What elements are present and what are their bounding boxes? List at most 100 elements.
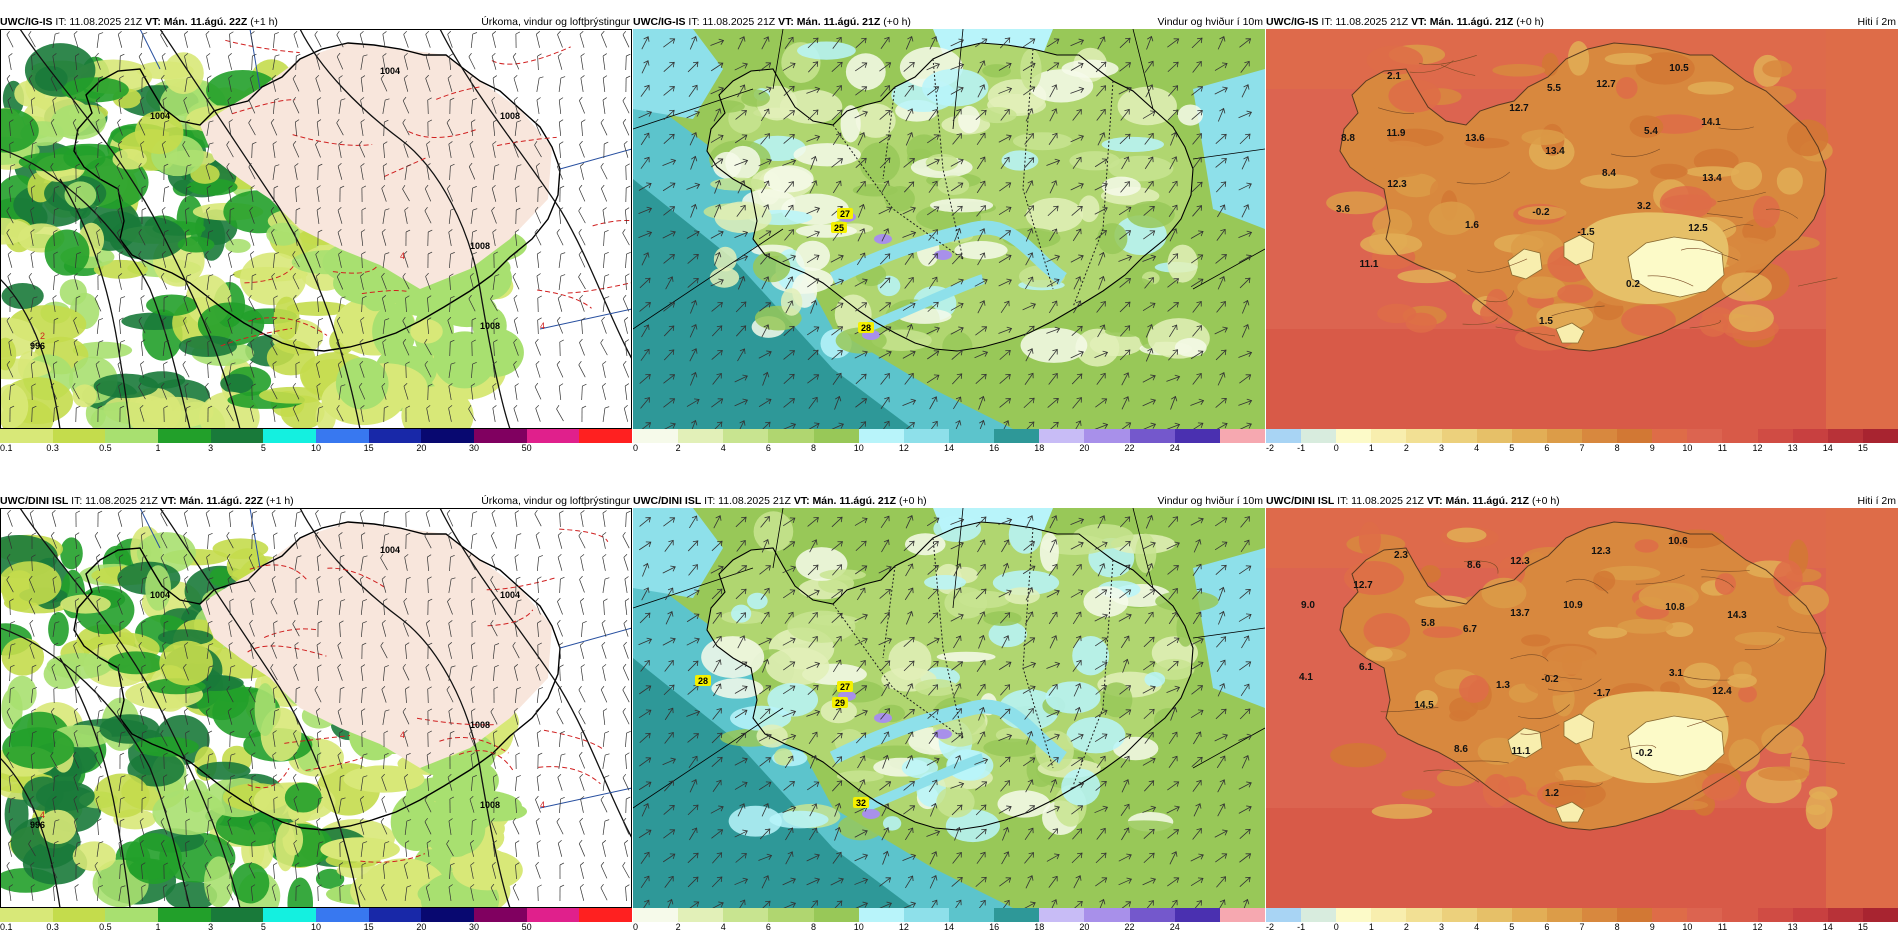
wind-arrow: [1215, 158, 1227, 168]
temp-area: [1634, 539, 1659, 553]
colorbar-swatch: [1336, 908, 1372, 922]
wind-barb: [338, 730, 344, 747]
wind-barb: [160, 509, 168, 527]
temp-label: 11.9: [1387, 128, 1406, 139]
wind-arrow: [1215, 564, 1227, 575]
wind-barb: [6, 74, 14, 92]
temp-area: [1762, 60, 1793, 78]
wind-barb: [273, 620, 278, 638]
colorbar-swatch: [421, 908, 475, 922]
wind-barb: [183, 620, 189, 637]
wind-arrow: [1001, 539, 1010, 553]
map-area[interactable]: 28 27 29 32: [633, 508, 1265, 908]
wind-area: [1029, 69, 1094, 103]
map-area[interactable]: 1004 1004 1004 1008 1008 996 4 4 4: [0, 508, 632, 908]
wind-arrow: [809, 180, 818, 194]
wind-barb: [579, 338, 585, 356]
colorbar-tick: 12: [898, 922, 909, 932]
wind-barb: [8, 797, 16, 813]
wind-arrow: [1142, 254, 1157, 262]
colorbar-swatch: [633, 429, 679, 443]
wind-barb: [426, 163, 431, 180]
wind-arrow: [902, 901, 917, 908]
wind-arrow: [712, 779, 722, 792]
map-area[interactable]: 1004 1004 1008 1008 1008 996 2 4 4: [0, 29, 632, 429]
wind-barb: [622, 118, 630, 136]
colorbar-tick: 18: [1034, 443, 1045, 453]
wind-barb: [402, 795, 410, 813]
wind-barb: [250, 665, 258, 681]
wind-arrow: [734, 62, 748, 71]
wind-barb: [405, 405, 411, 423]
colorbar-tick: 0.5: [99, 922, 112, 932]
wind-arrow: [1096, 755, 1106, 768]
wind-arrow: [1095, 398, 1108, 408]
coastline: [73, 42, 561, 352]
wind-arrow: [1190, 398, 1205, 406]
wind-barb: [293, 663, 299, 681]
wind-area: [763, 165, 814, 193]
wind-barb: [512, 272, 520, 290]
wind-arrow: [1190, 278, 1204, 288]
temp-area: [1330, 743, 1387, 768]
wind-arrow: [1023, 637, 1036, 647]
wind-arrow: [928, 779, 938, 793]
wind-barb: [557, 52, 563, 70]
wind-arrow: [902, 206, 916, 215]
wind-barb: [512, 641, 520, 659]
wind-arrow: [1024, 852, 1034, 864]
wind-arrow: [1142, 685, 1156, 694]
wind-arrow: [711, 540, 723, 552]
isobar-label: 1004: [150, 111, 170, 121]
wind-arrow: [1168, 731, 1178, 745]
isobar-label: 996: [30, 820, 45, 830]
wind-arrow: [928, 899, 938, 908]
wind-barb: [316, 185, 321, 202]
wind-barb: [449, 339, 455, 357]
wind-arrow: [1239, 589, 1251, 599]
temp-label: 12.3: [1591, 546, 1611, 557]
wind-arrow: [1070, 254, 1084, 263]
temp-area: [1567, 41, 1590, 76]
wind-arrow: [1026, 730, 1034, 745]
wind-arrow: [1048, 875, 1058, 888]
wind-barb: [424, 360, 432, 378]
wind-arrow: [1098, 251, 1106, 266]
wind-arrow: [998, 62, 1012, 71]
colorbar-swatch: [474, 908, 527, 922]
temp-area: [1730, 161, 1763, 191]
wind-barb: [404, 164, 412, 180]
wind-barb: [448, 818, 453, 835]
map-area[interactable]: 27 25 28: [633, 29, 1265, 429]
wind-arrow: [806, 326, 820, 336]
temp-contour: [332, 265, 378, 274]
map-area[interactable]: 2.3 8.6 12.3 12.3 10.6 9.0 12.7 5.8 6.7 13.7 10.9 1…: [1266, 508, 1898, 908]
temp-area: [1638, 582, 1699, 611]
wind-barb: [492, 31, 497, 48]
wind-barb: [52, 141, 58, 158]
wind-barb: [469, 140, 475, 158]
wind-barb: [622, 531, 630, 549]
wind-arrow: [782, 589, 796, 599]
wind-arrow: [663, 804, 675, 815]
wind-barb: [250, 598, 255, 615]
wind-arrow: [690, 419, 698, 429]
wind-arrow: [806, 781, 820, 791]
wind-arrow: [950, 302, 964, 311]
wind-barb: [53, 207, 59, 225]
isotherm: [1700, 569, 1750, 572]
map-area[interactable]: 2.1 5.5 12.7 10.5 8.8 11.9 12.7 13.6 13.4 5.4 14.1…: [1266, 29, 1898, 429]
colorbar-tick: 5: [1509, 922, 1515, 932]
wind-arrow: [830, 278, 845, 287]
wind-arrow: [641, 803, 650, 817]
wind-barb: [184, 796, 190, 813]
wind-barb: [360, 273, 365, 290]
wind-arrow: [930, 802, 938, 817]
wind-arrow: [759, 708, 771, 720]
temp-area: [1650, 163, 1688, 180]
colorbar-swatch: [1476, 429, 1512, 443]
wind-barb: [382, 98, 390, 114]
wind-area: [930, 198, 994, 213]
wind-arrow: [737, 275, 746, 290]
wind-arrow: [809, 539, 818, 553]
